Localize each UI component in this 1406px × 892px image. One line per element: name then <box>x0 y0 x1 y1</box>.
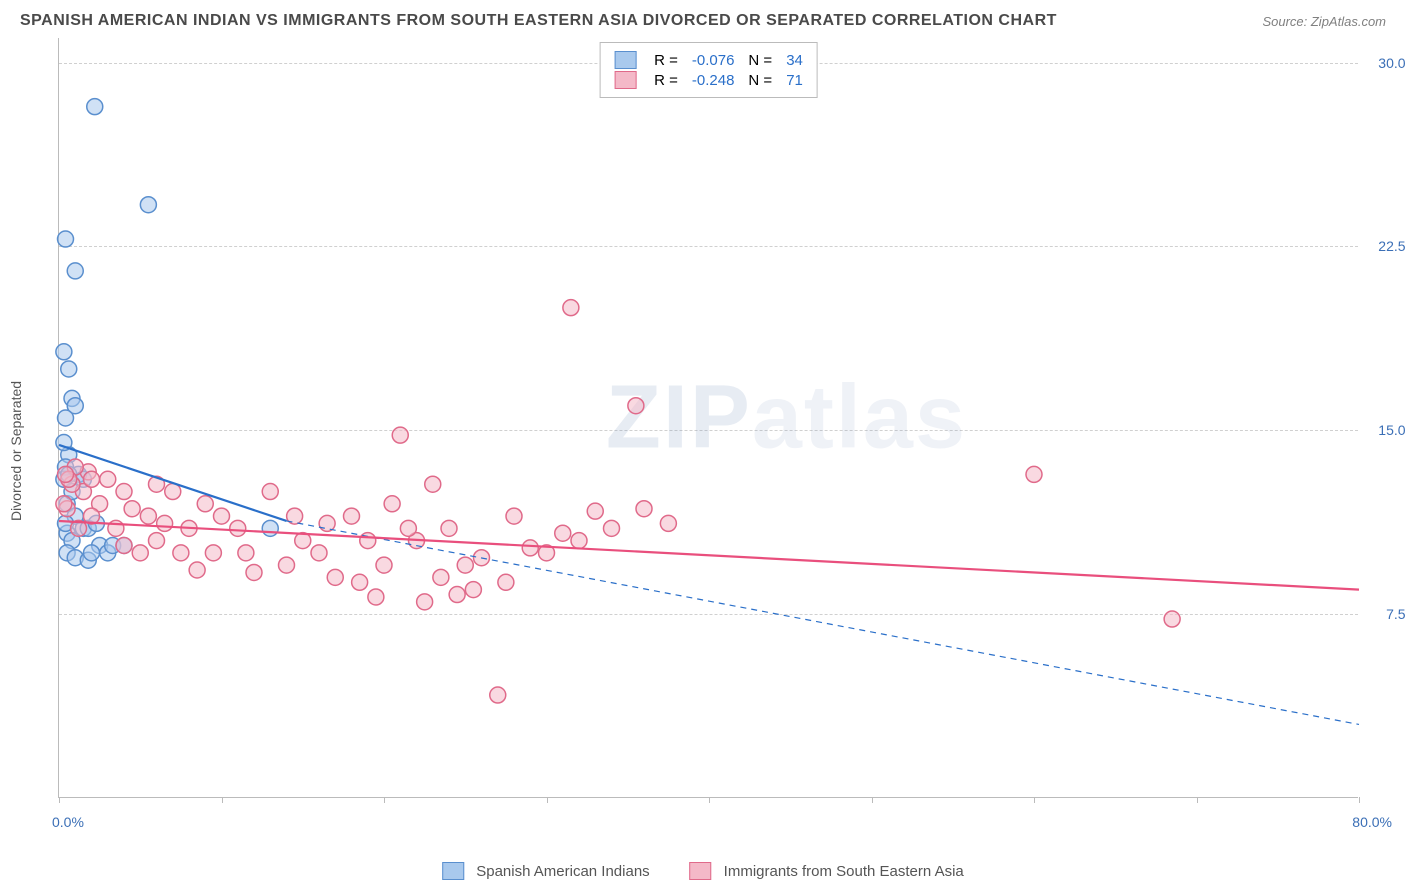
legend-row-series-b: R = -0.248 N = 71 <box>614 71 803 89</box>
series-b-label: Immigrants from South Eastern Asia <box>724 863 964 880</box>
data-point <box>344 508 360 524</box>
y-tick-label: 30.0% <box>1378 55 1406 71</box>
r-label: R = <box>654 72 678 89</box>
data-point <box>400 520 416 536</box>
data-point <box>197 496 213 512</box>
data-point <box>262 484 278 500</box>
data-point <box>628 398 644 414</box>
data-point <box>433 569 449 585</box>
regression-extension <box>287 521 1360 724</box>
data-point <box>384 496 400 512</box>
r-value-series-a: -0.076 <box>692 52 735 69</box>
data-point <box>636 501 652 517</box>
chart-source: Source: ZipAtlas.com <box>1262 14 1386 29</box>
r-value-series-b: -0.248 <box>692 72 735 89</box>
chart-title: SPANISH AMERICAN INDIAN VS IMMIGRANTS FR… <box>20 12 1057 30</box>
data-point <box>563 300 579 316</box>
data-point <box>157 515 173 531</box>
data-point <box>84 471 100 487</box>
n-label: N = <box>748 52 772 69</box>
series-legend: Spanish American Indians Immigrants from… <box>442 862 964 880</box>
data-point <box>425 476 441 492</box>
y-tick-label: 22.5% <box>1378 238 1406 254</box>
data-point <box>360 533 376 549</box>
data-point <box>61 361 77 377</box>
swatch-series-a-bottom <box>442 862 464 880</box>
data-point <box>376 557 392 573</box>
plot-region: ZIPatlas R = -0.076 N = 34 R = -0.248 N … <box>58 38 1358 798</box>
data-point <box>465 582 481 598</box>
data-point <box>457 557 473 573</box>
data-point <box>262 520 278 536</box>
data-point <box>116 537 132 553</box>
n-label: N = <box>748 72 772 89</box>
data-point <box>522 540 538 556</box>
data-point <box>490 687 506 703</box>
n-value-series-a: 34 <box>786 52 803 69</box>
legend-item-series-b: Immigrants from South Eastern Asia <box>690 862 964 880</box>
data-point <box>327 569 343 585</box>
x-min-label: 0.0% <box>52 814 84 830</box>
data-point <box>660 515 676 531</box>
data-point <box>87 99 103 115</box>
correlation-legend: R = -0.076 N = 34 R = -0.248 N = 71 <box>599 42 818 98</box>
data-point <box>417 594 433 610</box>
data-point <box>140 508 156 524</box>
data-point <box>140 197 156 213</box>
swatch-series-b <box>614 71 636 89</box>
scatter-svg <box>59 38 1359 798</box>
swatch-series-a <box>614 51 636 69</box>
data-point <box>100 471 116 487</box>
data-point <box>368 589 384 605</box>
y-tick-label: 15.0% <box>1378 422 1406 438</box>
data-point <box>84 545 100 561</box>
y-axis-label: Divorced or Separated <box>8 381 24 521</box>
data-point <box>67 263 83 279</box>
r-label: R = <box>654 52 678 69</box>
chart-header: SPANISH AMERICAN INDIAN VS IMMIGRANTS FR… <box>12 12 1394 38</box>
data-point <box>230 520 246 536</box>
legend-row-series-a: R = -0.076 N = 34 <box>614 51 803 69</box>
data-point <box>392 427 408 443</box>
data-point <box>555 525 571 541</box>
y-tick-label: 7.5% <box>1386 606 1406 622</box>
data-point <box>587 503 603 519</box>
data-point <box>205 545 221 561</box>
data-point <box>214 508 230 524</box>
data-point <box>173 545 189 561</box>
data-point <box>149 533 165 549</box>
data-point <box>319 515 335 531</box>
data-point <box>441 520 457 536</box>
data-point <box>56 344 72 360</box>
data-point <box>311 545 327 561</box>
data-point <box>571 533 587 549</box>
n-value-series-b: 71 <box>786 72 803 89</box>
data-point <box>506 508 522 524</box>
data-point <box>58 410 74 426</box>
data-point <box>124 501 140 517</box>
data-point <box>279 557 295 573</box>
swatch-series-b-bottom <box>690 862 712 880</box>
data-point <box>246 564 262 580</box>
data-point <box>132 545 148 561</box>
data-point <box>1026 466 1042 482</box>
data-point <box>56 496 72 512</box>
data-point <box>58 231 74 247</box>
chart-area: Divorced or Separated ZIPatlas R = -0.07… <box>22 38 1382 848</box>
data-point <box>238 545 254 561</box>
data-point <box>1164 611 1180 627</box>
data-point <box>58 466 74 482</box>
data-point <box>498 574 514 590</box>
data-point <box>449 587 465 603</box>
data-point <box>189 562 205 578</box>
legend-item-series-a: Spanish American Indians <box>442 862 649 880</box>
data-point <box>116 484 132 500</box>
data-point <box>352 574 368 590</box>
x-max-label: 80.0% <box>1352 814 1392 830</box>
data-point <box>604 520 620 536</box>
series-a-label: Spanish American Indians <box>476 863 649 880</box>
